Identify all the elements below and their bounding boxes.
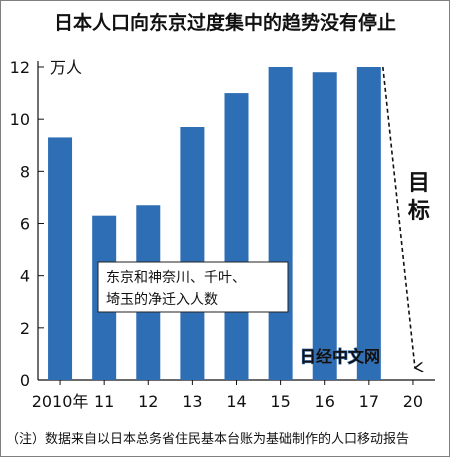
target-label: 目 bbox=[408, 171, 430, 196]
chart-title: 日本人口向东京过度集中的趋势没有停止 bbox=[53, 12, 396, 34]
legend-text: 埼玉的净迁入人数 bbox=[106, 292, 218, 308]
y-unit-label: 万人 bbox=[50, 58, 82, 77]
x-tick-label: 14 bbox=[226, 392, 246, 411]
bar bbox=[180, 126, 205, 380]
bar bbox=[48, 137, 73, 380]
x-tick-label: 17 bbox=[359, 392, 379, 411]
legend-box bbox=[97, 261, 289, 313]
y-tick-label: 10 bbox=[10, 110, 30, 129]
x-tick-label: 16 bbox=[315, 392, 335, 411]
bar bbox=[268, 67, 293, 380]
source-note: （注）数据来自以日本总务省住民基本台账为基础制作的人口移动报告 bbox=[6, 432, 410, 447]
x-tick-label: 12 bbox=[138, 392, 158, 411]
legend-text: 东京和神奈川、千叶、 bbox=[106, 270, 246, 286]
bar bbox=[312, 72, 337, 380]
x-tick-label: 15 bbox=[270, 392, 290, 411]
y-tick-label: 0 bbox=[20, 371, 30, 390]
bar bbox=[356, 67, 381, 380]
bar bbox=[224, 93, 249, 380]
target-label: 标 bbox=[408, 198, 430, 224]
y-tick-label: 2 bbox=[20, 319, 30, 338]
y-tick-label: 12 bbox=[10, 58, 30, 77]
x-tick-label: 20 bbox=[403, 392, 423, 411]
y-tick-label: 6 bbox=[20, 215, 30, 234]
x-tick-label: 2010年 bbox=[32, 392, 89, 411]
watermark-logo: 日经中文网 bbox=[300, 347, 380, 366]
x-tick-label: 13 bbox=[182, 392, 202, 411]
x-tick-label: 11 bbox=[94, 392, 114, 411]
y-tick-label: 8 bbox=[20, 162, 30, 181]
target-trend-arrow bbox=[382, 66, 415, 368]
y-tick-label: 4 bbox=[20, 267, 30, 286]
